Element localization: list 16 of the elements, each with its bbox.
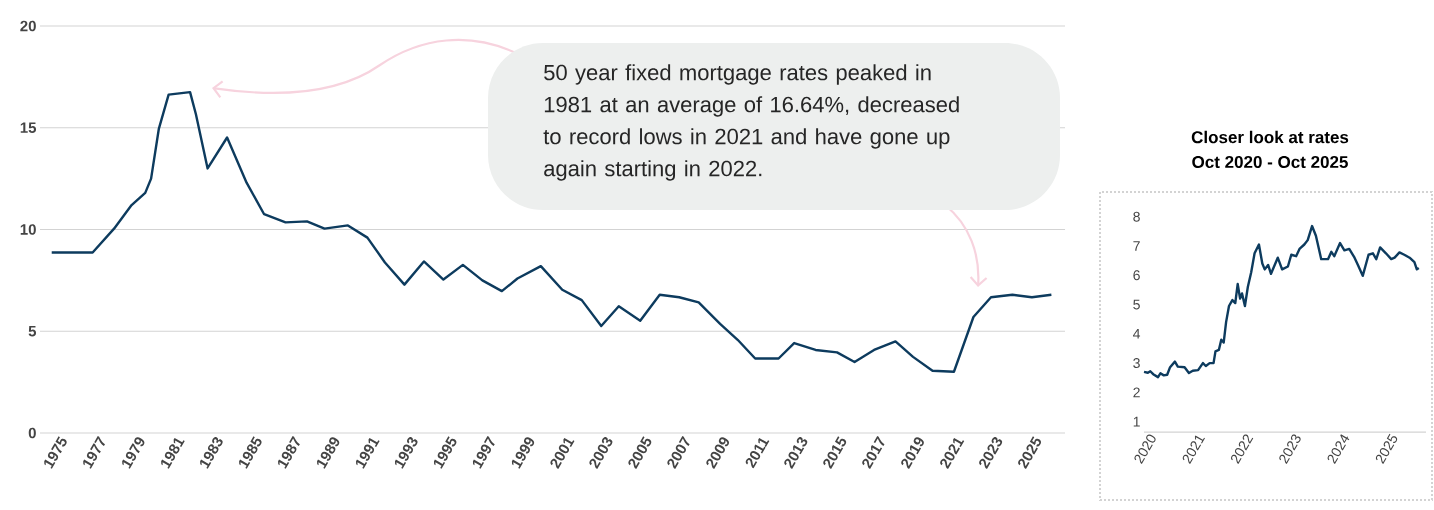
y-tick-label: 5 bbox=[28, 326, 37, 337]
chart-subtitle: Oct 2020 - Oct 2025 bbox=[1192, 155, 1348, 169]
y-tick-label: 3 bbox=[1133, 358, 1140, 369]
y-tick-label: 4 bbox=[1133, 328, 1141, 339]
y-tick-label: 15 bbox=[20, 122, 37, 133]
y-tick-label: 8 bbox=[1133, 211, 1140, 222]
chart-title: Closer look at rates bbox=[1191, 130, 1349, 144]
y-tick-label: 10 bbox=[20, 224, 36, 235]
y-tick-label: 20 bbox=[20, 20, 36, 32]
annotation: 50 year fixed mortgage rates peaked in 1981 at an average of 16.64%, decreased to record lows in 2021 and have gone up again starting in 2022. bbox=[543, 64, 959, 181]
y-tick-label: 7 bbox=[1133, 241, 1140, 251]
y-tick-label: 6 bbox=[1133, 270, 1140, 281]
y-tick-label: 0 bbox=[28, 427, 36, 439]
y-tick-label: 5 bbox=[1133, 299, 1140, 310]
y-tick-label: 2 bbox=[1133, 387, 1140, 398]
y-tick-label: 1 bbox=[1133, 416, 1140, 427]
